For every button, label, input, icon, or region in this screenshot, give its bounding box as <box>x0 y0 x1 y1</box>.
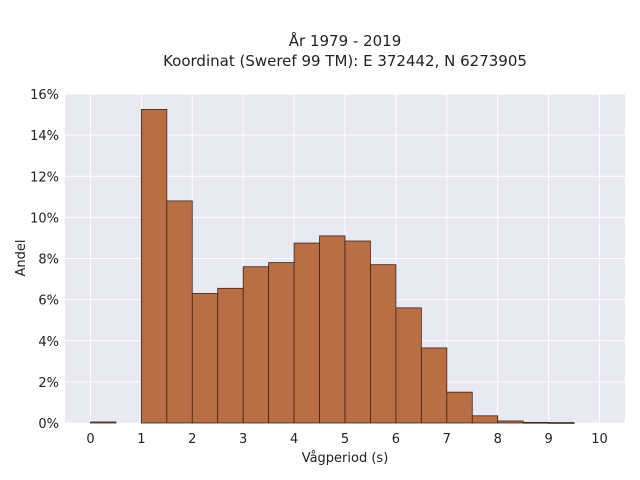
x-tick-label: 0 <box>86 432 94 447</box>
y-axis-label: Andel <box>14 240 29 277</box>
histogram-bar <box>166 200 193 424</box>
histogram-bar <box>319 235 346 424</box>
histogram-bar <box>420 347 448 424</box>
x-tick-label: 5 <box>341 432 349 447</box>
chart-title-line2: Koordinat (Sweref 99 TM): E 372442, N 62… <box>163 52 527 70</box>
x-tick-label: 10 <box>591 432 608 447</box>
y-tick-label: 0% <box>38 417 59 432</box>
y-tick-label: 6% <box>38 294 59 309</box>
x-tick-label: 1 <box>137 432 145 447</box>
x-tick-label: 4 <box>290 432 298 447</box>
x-tick-label: 2 <box>188 432 196 447</box>
histogram-bar <box>217 287 244 424</box>
histogram-bar <box>293 242 320 424</box>
x-axis-label: Vågperiod (s) <box>302 451 389 466</box>
histogram-bar <box>471 415 499 424</box>
histogram-bar <box>191 293 219 424</box>
histogram-bar <box>395 307 422 424</box>
x-tick-label: 7 <box>443 432 451 447</box>
y-tick-label: 2% <box>38 376 59 391</box>
y-tick-label: 4% <box>38 335 59 350</box>
histogram-bar <box>344 240 371 424</box>
histogram-bar <box>370 264 397 424</box>
histogram-bar <box>242 266 270 424</box>
x-tick-label: 6 <box>392 432 400 447</box>
y-tick-label: 12% <box>30 170 59 185</box>
histogram-bar <box>140 109 168 424</box>
histogram-bar <box>268 262 295 424</box>
y-tick-label: 10% <box>30 211 59 226</box>
histogram-bar <box>90 421 117 424</box>
x-tick-label: 8 <box>494 432 502 447</box>
histogram-bar <box>446 391 473 424</box>
bar-layer <box>90 109 575 424</box>
histogram-bar <box>497 420 524 424</box>
histogram-bar <box>522 421 550 424</box>
y-tick-label: 16% <box>30 88 59 103</box>
x-tick-label: 3 <box>239 432 247 447</box>
x-tick-label: 9 <box>544 432 552 447</box>
tick-layer: 0 1 2 3 4 5 6 7 8 9 10 0% 2% 4% 6% 8% 10% 12% 14% 16% <box>30 88 608 447</box>
y-tick-label: 8% <box>38 253 59 268</box>
y-tick-label: 14% <box>30 129 59 144</box>
histogram-bar <box>548 422 575 424</box>
chart-title-line1: År 1979 - 2019 <box>289 31 402 50</box>
